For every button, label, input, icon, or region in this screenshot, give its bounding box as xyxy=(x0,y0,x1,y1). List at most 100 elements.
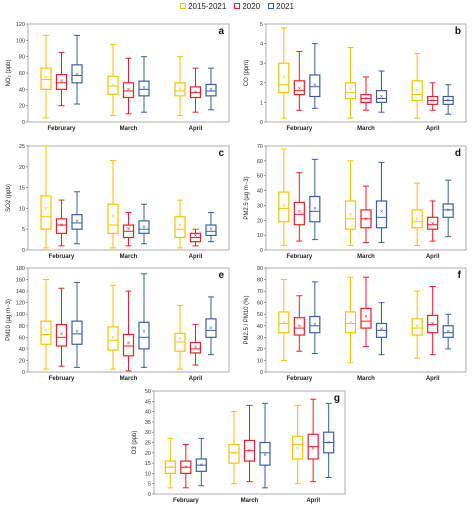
x-tick-label: February xyxy=(286,254,312,260)
y-axis-label: O3 (ppb) xyxy=(132,431,138,455)
y-tick-label: 30 xyxy=(145,430,151,436)
mean-marker: × xyxy=(415,217,419,223)
box xyxy=(442,325,454,338)
mean-marker: × xyxy=(60,79,64,85)
box xyxy=(427,314,439,334)
mean-marker: × xyxy=(415,89,419,95)
y-tick-label: 70 xyxy=(257,144,263,150)
mean-marker: × xyxy=(380,95,384,101)
x-tick-label: April xyxy=(426,376,440,382)
legend-label: 2021 xyxy=(276,1,294,11)
box xyxy=(40,320,52,345)
x-tick-label: April xyxy=(189,376,203,382)
mean-marker: × xyxy=(446,330,450,336)
box xyxy=(293,317,305,336)
box xyxy=(278,311,290,334)
chart-panel-a: 0 20 40 60 80 100 120 NO₂ (ppb) a Februrary × × × Mar… xyxy=(6,22,230,132)
y-tick-label: 90 xyxy=(257,266,263,272)
mean-marker: × xyxy=(415,324,419,330)
y-tick-label: 100 xyxy=(16,312,25,318)
box xyxy=(55,74,68,90)
box xyxy=(344,311,357,334)
mean-marker: × xyxy=(311,447,315,453)
y-axis-label: PM2.5 / PM10 (%) xyxy=(244,295,250,344)
mean-marker: × xyxy=(298,209,302,215)
mean-marker: × xyxy=(296,447,300,453)
plot-frame xyxy=(27,267,230,373)
y-tick-label: 0 xyxy=(260,248,263,254)
mean-marker: × xyxy=(60,332,64,338)
mean-marker: × xyxy=(178,87,182,93)
y-tick-label: 180 xyxy=(16,266,25,272)
y-tick-label: 60 xyxy=(19,71,25,77)
box xyxy=(40,67,52,90)
y-tick-label: 0 xyxy=(260,120,263,126)
mean-marker: × xyxy=(209,227,213,233)
mean-marker: × xyxy=(327,441,331,447)
mean-marker: × xyxy=(313,83,317,89)
mean-marker: × xyxy=(364,217,368,223)
y-tick-label: 120 xyxy=(16,301,25,307)
box xyxy=(411,318,423,336)
panel-label: e xyxy=(218,270,224,281)
box xyxy=(411,80,423,102)
x-tick-label: March xyxy=(357,254,375,260)
box xyxy=(344,82,357,100)
legend-swatch xyxy=(234,3,241,9)
y-tick-label: 40 xyxy=(257,189,263,195)
panel-label: c xyxy=(218,148,224,159)
mean-marker: × xyxy=(111,335,115,341)
plot-frame xyxy=(27,145,230,251)
mean-marker: × xyxy=(194,90,198,96)
mean-marker: × xyxy=(200,463,204,469)
x-tick-label: April xyxy=(306,498,320,504)
legend-item: 2021 xyxy=(268,0,294,12)
y-tick-label: 100 xyxy=(16,38,25,44)
chart-panel-b: 0 1 2 3 4 5 CO (ppm) b February × × × March × × × April ×… xyxy=(244,22,467,132)
y-tick-label: 25 xyxy=(145,441,151,447)
box xyxy=(442,203,454,218)
y-tick-label: 10 xyxy=(257,358,263,364)
mean-marker: × xyxy=(142,225,146,231)
box xyxy=(309,74,321,98)
y-tick-label: 0 xyxy=(260,370,263,376)
mean-marker: × xyxy=(194,233,198,239)
y-tick-label: 0 xyxy=(22,120,25,126)
box xyxy=(205,224,217,237)
mean-marker: × xyxy=(263,453,267,459)
y-tick-label: 120 xyxy=(16,22,25,28)
y-tick-label: 60 xyxy=(257,159,263,165)
y-tick-label: 20 xyxy=(19,104,25,110)
mean-marker: × xyxy=(232,451,236,457)
chart-panel-e: 0 20 40 60 80 100 120 140 160 180 PM10 (µg m−3) e Fe… xyxy=(6,266,230,382)
x-tick-label: March xyxy=(120,254,138,260)
y-tick-label: 10 xyxy=(145,471,151,477)
x-tick-label: March xyxy=(120,376,138,382)
y-tick-label: 20 xyxy=(19,165,25,171)
legend-label: 2015-2021 xyxy=(188,1,227,11)
y-tick-label: 20 xyxy=(257,218,263,224)
x-tick-label: February xyxy=(49,254,75,260)
x-tick-label: February xyxy=(49,376,75,382)
y-tick-label: 3 xyxy=(260,61,263,67)
y-tick-label: 160 xyxy=(16,278,25,284)
y-axis-label: NO₂ (ppb) xyxy=(6,59,12,86)
y-tick-label: 20 xyxy=(257,347,263,353)
mean-marker: × xyxy=(380,327,384,333)
box xyxy=(55,218,68,234)
panel-label: b xyxy=(455,26,461,37)
box xyxy=(293,80,305,96)
mean-marker: × xyxy=(127,341,131,347)
chart-panel-d: 0 10 20 30 40 50 60 70 PM2.5 (µg m−3) d February × ×… xyxy=(244,144,467,260)
legend-item: 2020 xyxy=(234,0,260,12)
box xyxy=(174,82,186,97)
x-tick-label: February xyxy=(286,126,312,132)
y-tick-label: 15 xyxy=(145,461,151,467)
box xyxy=(71,64,83,84)
mean-marker: × xyxy=(111,215,115,221)
y-axis-label: CO (ppm) xyxy=(244,60,250,86)
y-tick-label: 5 xyxy=(260,22,263,28)
mean-marker: × xyxy=(44,328,48,334)
box xyxy=(278,62,290,94)
panel-label: g xyxy=(334,393,340,404)
